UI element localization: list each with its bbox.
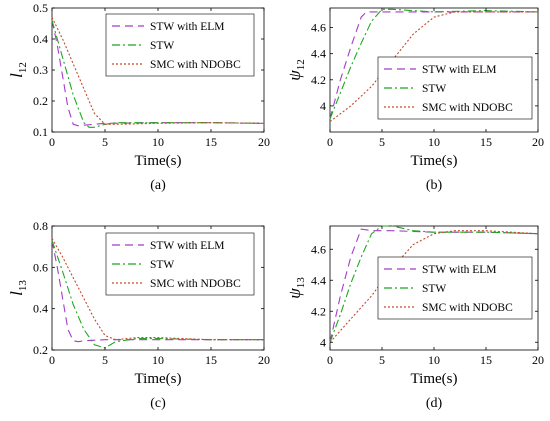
legend-entry: STW: [150, 40, 174, 52]
y-tick-label: 0.4: [33, 32, 48, 46]
x-tick-label: 15: [480, 135, 492, 149]
y-tick-label: 0.3: [33, 63, 48, 77]
series-line-3: [51, 238, 264, 341]
x-tick-label: 20: [258, 353, 270, 367]
y-tick-label: 4.2: [311, 304, 326, 318]
legend: STW with ELM STW SMC with NDOBC: [105, 232, 255, 296]
panel-label: (b): [426, 178, 443, 193]
x-tick-label: 20: [258, 135, 270, 149]
series-line-3: [329, 11, 538, 123]
x-tick-label: 0: [49, 353, 55, 367]
series-line-2: [329, 8, 539, 120]
y-tick-label: 0.2: [33, 94, 48, 108]
legend-entry: SMC with NDOBC: [150, 59, 241, 71]
panel-3: 0 5 10 15 20 0.2 0.4 0.6 0.8 Time(s) (c) l13 STW wit…: [7, 219, 270, 411]
x-tick-label: 20: [532, 135, 544, 149]
panel-4: 0 5 10 15 20 4 4.2 4.4 4.6 Time(s) (d) ψ13 STW with …: [285, 225, 544, 411]
x-axis-label: Time(s): [411, 371, 458, 387]
series-line-1: [51, 20, 265, 127]
legend: STW with ELM STW SMC with NDOBC: [377, 56, 533, 120]
x-tick-label: 15: [205, 353, 217, 367]
y-tick-label: 0.1: [33, 125, 48, 139]
panel-label: (c): [150, 396, 166, 411]
series-line-3: [51, 17, 265, 125]
x-tick-label: 0: [327, 353, 333, 367]
y-tick-label: 0.4: [33, 302, 48, 316]
legend-entry: STW with ELM: [150, 240, 225, 252]
legend-entry: SMC with NDOBC: [422, 102, 513, 114]
y-tick-label: 4.2: [311, 73, 326, 87]
x-tick-label: 5: [102, 353, 108, 367]
legend-entry: STW: [422, 283, 446, 295]
panel-label: (a): [150, 178, 166, 193]
y-tick-label: 4.4: [311, 273, 326, 287]
y-tick-label: 4: [320, 99, 326, 113]
legend-entry: SMC with NDOBC: [150, 278, 241, 290]
legend-entry: STW: [422, 83, 446, 95]
y-axis-label: ψ13: [285, 277, 307, 299]
y-tick-label: 0.5: [33, 1, 48, 15]
series-line-1: [329, 228, 539, 343]
y-axis-label: l12: [7, 62, 29, 78]
legend: STW with ELM STW SMC with NDOBC: [377, 256, 533, 320]
x-tick-label: 15: [480, 353, 492, 367]
x-tick-label: 10: [152, 353, 164, 367]
y-tick-label: 4.4: [311, 47, 326, 61]
y-tick-label: 0.8: [33, 219, 48, 233]
x-tick-label: 0: [49, 135, 55, 149]
x-tick-label: 20: [532, 353, 544, 367]
x-tick-label: 5: [379, 353, 385, 367]
x-axis-label: Time(s): [135, 153, 182, 169]
y-tick-label: 4.6: [311, 242, 326, 256]
x-axis-label: Time(s): [411, 153, 458, 169]
x-axis-label: Time(s): [135, 371, 182, 387]
x-tick-label: 10: [428, 135, 440, 149]
legend-entry: STW with ELM: [150, 21, 225, 33]
x-tick-label: 0: [327, 135, 333, 149]
x-tick-label: 15: [205, 135, 217, 149]
x-tick-label: 10: [152, 135, 164, 149]
panel-1: 0 5 10 15 20 0.1 0.2 0.3 0.4 0.5 Time(s) (a) l12 STW …: [7, 1, 270, 193]
y-tick-label: 0.2: [33, 343, 48, 357]
legend-entry: STW with ELM: [422, 264, 497, 276]
legend-entry: SMC with NDOBC: [422, 302, 513, 314]
panel-2: 0 5 10 15 20 4 4.2 4.4 4.6 Time(s) (b) ψ12 STW with …: [285, 7, 544, 193]
y-tick-label: 0.6: [33, 260, 48, 274]
y-tick-label: 4.6: [311, 21, 326, 35]
series-line-1: [51, 240, 264, 343]
x-tick-label: 5: [379, 135, 385, 149]
legend: STW with ELM STW SMC with NDOBC: [105, 13, 255, 77]
y-axis-label: ψ12: [285, 59, 307, 81]
legend-entry: STW: [150, 259, 174, 271]
series-line-2: [51, 20, 265, 128]
y-axis-label: l13: [7, 280, 29, 296]
legend-entry: STW with ELM: [422, 64, 497, 76]
y-tick-label: 4: [320, 335, 326, 349]
series-line-3: [329, 230, 539, 343]
x-tick-label: 5: [102, 135, 108, 149]
panel-label: (d): [426, 396, 443, 411]
x-tick-label: 10: [428, 353, 440, 367]
